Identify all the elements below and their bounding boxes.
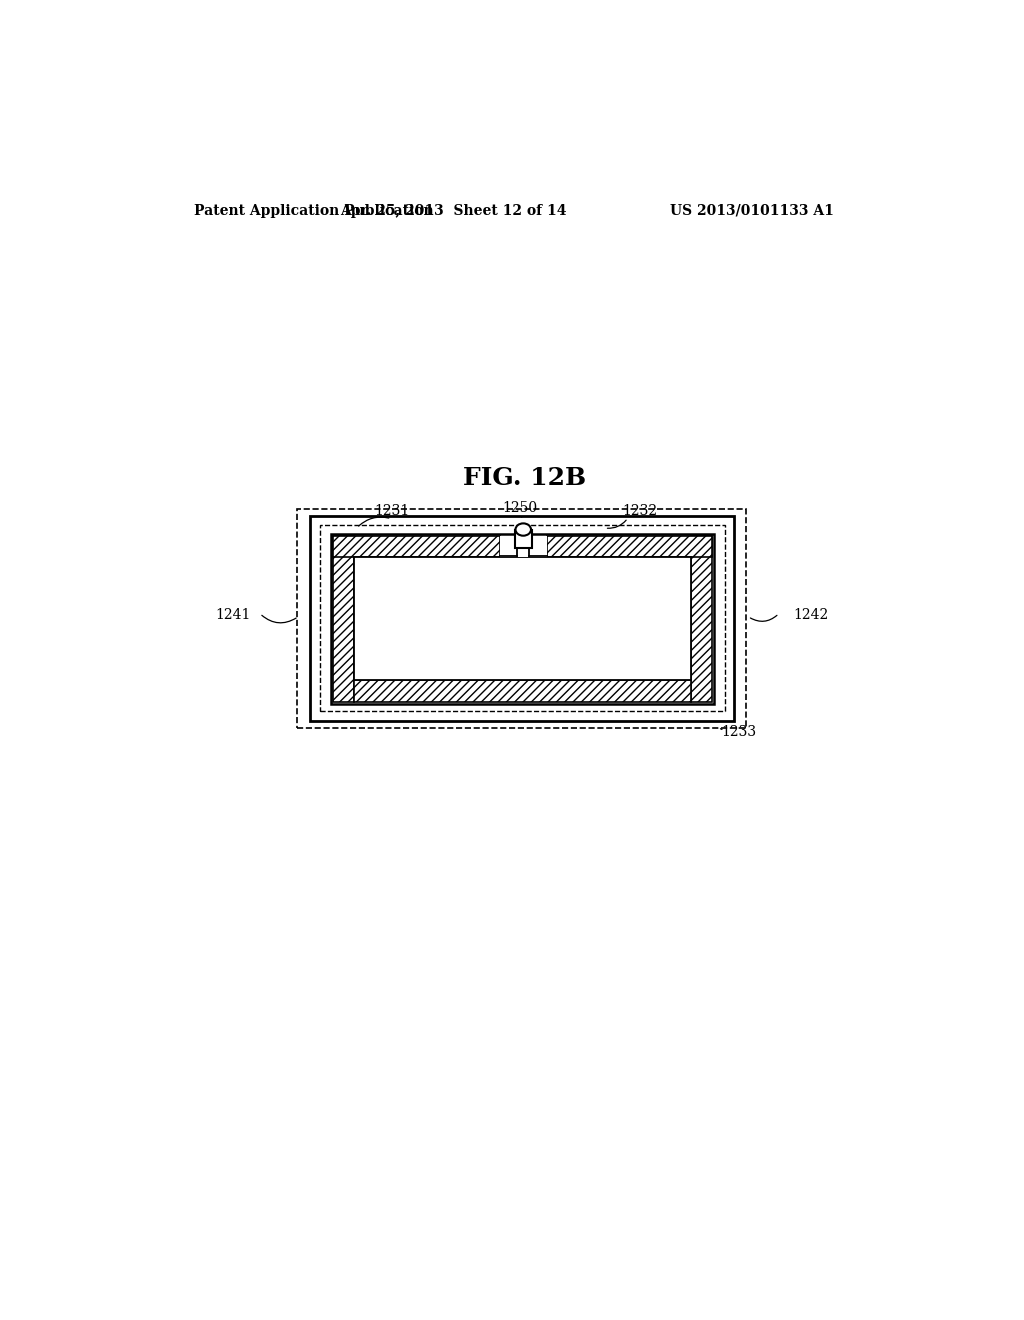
Bar (340, 543, 705, 696)
Bar (297, 508, 746, 729)
Text: Patent Application Publication: Patent Application Publication (194, 203, 433, 218)
Text: 1281: 1281 (409, 590, 444, 605)
Text: 1241: 1241 (215, 609, 251, 622)
Text: US 2013/0101133 A1: US 2013/0101133 A1 (671, 203, 835, 218)
Bar (321, 525, 725, 711)
Text: 1282: 1282 (443, 590, 479, 605)
Bar (310, 516, 734, 721)
Text: 1262: 1262 (478, 590, 514, 605)
Text: 1250: 1250 (502, 502, 537, 515)
Text: FIG. 12B: FIG. 12B (463, 466, 587, 490)
Ellipse shape (515, 524, 531, 536)
Bar (690, 536, 713, 702)
Text: 1231: 1231 (374, 504, 410, 517)
Text: 1272: 1272 (471, 627, 506, 640)
Bar (500, 536, 547, 557)
Text: 1242: 1242 (793, 609, 828, 622)
Text: 1271: 1271 (389, 627, 425, 640)
Bar (333, 536, 354, 702)
Bar (333, 536, 500, 557)
Text: Apr. 25, 2013  Sheet 12 of 14: Apr. 25, 2013 Sheet 12 of 14 (340, 203, 566, 218)
Bar (354, 681, 690, 702)
Text: 1233: 1233 (722, 725, 757, 739)
Bar (354, 557, 690, 681)
Text: 1261: 1261 (370, 590, 406, 605)
Bar (515, 529, 531, 548)
Bar (354, 557, 690, 681)
Bar (331, 535, 714, 704)
Text: 1263: 1263 (443, 656, 479, 669)
Text: 1232: 1232 (622, 504, 657, 517)
Bar (547, 536, 713, 557)
